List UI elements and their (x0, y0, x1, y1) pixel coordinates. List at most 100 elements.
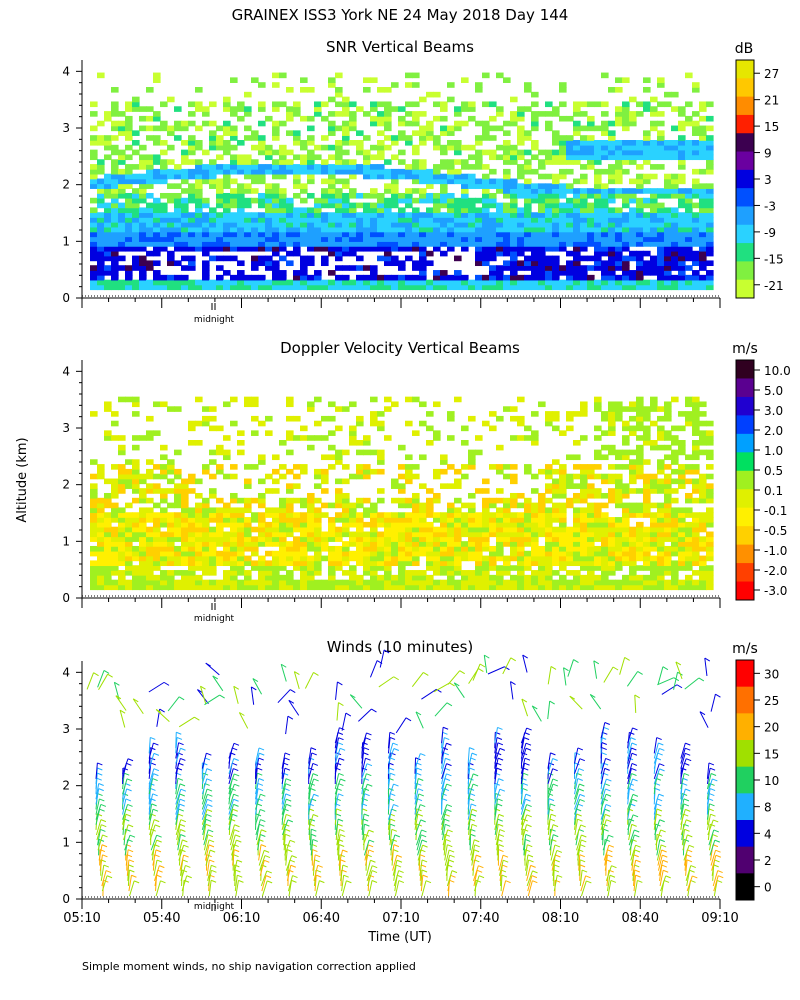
snr-cell (377, 212, 385, 218)
snr-cell (97, 159, 105, 165)
doppler-cell (531, 517, 539, 523)
doppler-cell (454, 541, 462, 547)
snr-cell (461, 106, 469, 112)
doppler-cell (608, 492, 616, 499)
doppler-cell (629, 488, 637, 494)
snr-cell (342, 279, 350, 286)
snr-cell (622, 245, 630, 252)
doppler-cell (293, 517, 301, 523)
snr-cell (293, 135, 301, 141)
snr-cell (615, 140, 623, 146)
snr-cell (370, 192, 378, 199)
wind-barb-flag (155, 709, 162, 713)
doppler-cell (594, 454, 602, 461)
doppler-cell (132, 468, 140, 475)
snr-cell (202, 217, 210, 223)
wind-barb (95, 783, 100, 800)
doppler-cell (139, 517, 147, 523)
snr-cell (370, 164, 378, 170)
doppler-cell (650, 536, 658, 542)
doppler-cell (195, 584, 203, 591)
doppler-cell (125, 555, 133, 562)
snr-cell (482, 260, 490, 267)
snr-cell (412, 241, 420, 247)
doppler-cell (118, 468, 126, 475)
snr-cell (132, 255, 140, 262)
snr-cell (104, 192, 112, 199)
snr-cell (328, 154, 336, 161)
snr-cell (454, 236, 462, 242)
snr-cell (139, 270, 147, 276)
snr-cell (104, 183, 112, 189)
doppler-cell (181, 570, 189, 576)
doppler-cell (699, 492, 707, 499)
snr-cell (650, 164, 658, 170)
doppler-cell (685, 478, 693, 485)
doppler-cell (692, 396, 700, 403)
snr-cell (181, 178, 189, 185)
doppler-cell (608, 536, 616, 542)
snr-cell (601, 221, 609, 228)
wind-barb (175, 737, 178, 754)
snr-cell (678, 260, 686, 267)
doppler-cell (608, 449, 616, 456)
doppler-cell (566, 555, 574, 562)
snr-cell (202, 236, 210, 242)
doppler-cell (97, 541, 105, 547)
snr-cell (503, 274, 511, 281)
snr-cell (412, 130, 420, 136)
snr-cell (615, 284, 623, 291)
doppler-cell (454, 565, 462, 571)
doppler-cell (111, 517, 119, 523)
doppler-cell (531, 521, 539, 528)
doppler-cell (433, 401, 441, 408)
doppler-cell (314, 473, 322, 480)
snr-cell (503, 212, 511, 218)
snr-cell (622, 149, 630, 156)
doppler-heatmap (90, 396, 714, 591)
doppler-cell (426, 555, 434, 562)
doppler-cell (328, 415, 336, 422)
snr-cell (629, 255, 637, 262)
snr-cell (517, 260, 525, 267)
doppler-cell (146, 531, 154, 538)
doppler-cell (258, 560, 266, 567)
doppler-cell (377, 459, 385, 465)
doppler-cell (496, 468, 504, 475)
snr-cell (328, 192, 336, 199)
doppler-cell (251, 497, 259, 504)
colorbar-swatch (736, 433, 754, 453)
snr-cell (377, 192, 385, 199)
doppler-cell (440, 512, 448, 518)
snr-cell (573, 260, 581, 267)
doppler-cell (167, 526, 175, 533)
doppler-cell (342, 464, 350, 470)
doppler-cell (643, 483, 651, 489)
doppler-cell (517, 584, 525, 591)
doppler-cell (692, 449, 700, 456)
doppler-cell (377, 488, 385, 494)
snr-cell (454, 168, 462, 175)
snr-cell (433, 168, 441, 175)
snr-cell (307, 284, 315, 291)
snr-cell (685, 202, 693, 209)
snr-cell (139, 178, 147, 185)
snr-cell (202, 270, 210, 276)
snr-cell (580, 270, 588, 276)
snr-cell (209, 183, 217, 189)
doppler-cell (118, 517, 126, 523)
snr-cell (433, 284, 441, 291)
snr-cell (608, 265, 616, 271)
snr-cell (573, 274, 581, 281)
snr-cell (342, 231, 350, 238)
doppler-cell (601, 531, 609, 538)
doppler-cell (258, 420, 266, 427)
doppler-cell (706, 492, 714, 499)
doppler-cell (538, 565, 546, 571)
doppler-cell (692, 454, 700, 461)
doppler-cell (118, 512, 126, 518)
doppler-cell (594, 531, 602, 538)
snr-cell (335, 241, 343, 247)
doppler-cell (405, 473, 413, 480)
snr-cell (699, 188, 707, 194)
